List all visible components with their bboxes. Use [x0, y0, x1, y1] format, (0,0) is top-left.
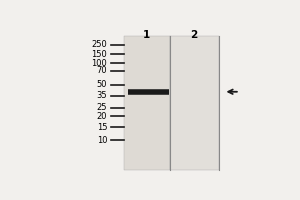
Text: 100: 100 — [92, 59, 107, 68]
Bar — [124, 36, 170, 170]
Text: 25: 25 — [97, 103, 107, 112]
Text: 1: 1 — [143, 30, 150, 40]
Text: 250: 250 — [92, 40, 107, 49]
Text: 50: 50 — [97, 80, 107, 89]
Text: 150: 150 — [92, 50, 107, 59]
Text: 15: 15 — [97, 123, 107, 132]
Text: 35: 35 — [97, 91, 107, 100]
Text: 10: 10 — [97, 136, 107, 145]
Text: 2: 2 — [190, 30, 197, 40]
Bar — [170, 36, 219, 170]
Text: 20: 20 — [97, 112, 107, 121]
Text: 70: 70 — [97, 66, 107, 75]
